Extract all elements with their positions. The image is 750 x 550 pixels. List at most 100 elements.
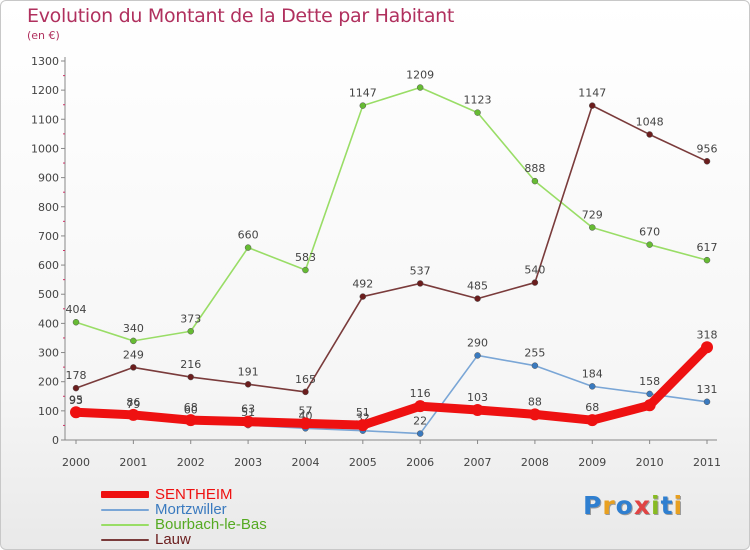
logo-letter: i [673,491,684,520]
data-label: 178 [66,369,87,382]
data-point [589,102,596,109]
data-point [531,279,539,286]
legend-swatch [101,491,149,498]
data-point [531,177,539,185]
x-tick-label: 2005 [349,456,377,469]
data-label: 57 [298,404,312,417]
data-label: 404 [66,303,87,316]
data-point [70,406,82,419]
data-point [359,293,367,300]
data-label: 290 [467,336,488,349]
legend-label: Mortzwiller [155,501,227,518]
data-label: 888 [524,162,545,175]
data-point [242,415,255,428]
y-tick-label: 1100 [31,113,59,126]
x-tick-label: 2003 [234,456,262,469]
data-label: 79 [126,398,140,411]
data-point [701,341,713,354]
data-label: 660 [238,229,259,242]
data-label: 340 [123,322,144,335]
data-label: 956 [697,142,718,155]
data-label: 51 [241,406,255,419]
data-point [416,84,424,91]
data-label: 1147 [349,87,377,100]
y-tick-label: 700 [38,230,59,243]
logo-letter: x [633,491,651,520]
data-label: 60 [184,404,198,417]
data-point [703,256,711,264]
y-tick-label: 1300 [31,55,59,68]
data-label: 88 [528,395,542,408]
data-point [474,109,481,116]
legend-swatch [101,524,149,526]
x-tick-label: 2009 [578,456,606,469]
y-tick-label: 300 [38,347,59,360]
data-point [302,266,309,274]
x-tick-label: 2010 [636,456,664,469]
data-point [646,390,653,398]
data-label: 116 [410,387,431,400]
data-label: 22 [413,415,427,428]
data-point [187,328,194,335]
data-point [72,384,80,392]
y-tick-label: 1200 [31,84,59,97]
data-point [474,295,481,302]
data-label: 670 [639,226,660,239]
legend-swatch [101,509,149,511]
data-point [187,373,194,381]
series-line-sentheim [71,342,712,430]
y-tick-label: 600 [38,259,59,272]
legend-label: Bourbach-le-Bas [155,516,267,533]
data-point [72,318,80,326]
y-tick-label: 0 [52,434,59,447]
y-tick-label: 900 [38,172,59,185]
data-label: 540 [524,264,545,277]
x-tick-label: 2000 [62,456,90,469]
data-label: 216 [180,358,201,371]
data-point [703,158,711,165]
y-tick-label: 100 [38,405,59,418]
data-point [359,102,367,109]
data-point [703,398,711,406]
data-point [184,414,197,427]
data-label: 95 [69,393,83,406]
legend-label: Lauw [155,531,191,548]
logo-letter: i [651,491,661,520]
data-label: 1209 [406,69,434,82]
data-point [416,280,424,287]
data-point [528,408,541,421]
logo-letter: r [602,491,616,520]
data-label: 1147 [578,87,606,100]
data-label: 51 [356,406,370,419]
data-label: 158 [639,375,660,388]
x-tick-label: 2004 [291,456,319,469]
logo-letter: o [615,491,634,520]
data-point [302,388,309,396]
data-label: 249 [123,348,144,361]
data-point [244,244,252,251]
data-label: 131 [697,383,718,396]
data-point [586,414,599,427]
x-tick-label: 2006 [406,456,434,469]
data-label: 68 [184,401,198,414]
data-point [414,400,427,413]
legend-label: SENTHEIM [155,486,233,503]
data-label: 184 [582,367,603,380]
data-label: 68 [585,401,599,414]
data-point [643,399,656,412]
proxiti-logo: Proxiti [583,491,683,520]
data-label: 255 [524,347,545,360]
data-label: 729 [582,208,603,221]
x-tick-label: 2007 [464,456,492,469]
y-tick-label: 1000 [31,142,59,155]
data-point [416,430,424,437]
y-tick-label: 500 [38,288,59,301]
data-point [646,131,653,138]
data-point [356,419,369,432]
data-point [474,352,481,359]
data-point [130,364,137,371]
data-point [244,381,252,388]
chart-title: Evolution du Montant de la Dette par Hab… [27,5,455,27]
series-line-lauw [75,104,708,393]
